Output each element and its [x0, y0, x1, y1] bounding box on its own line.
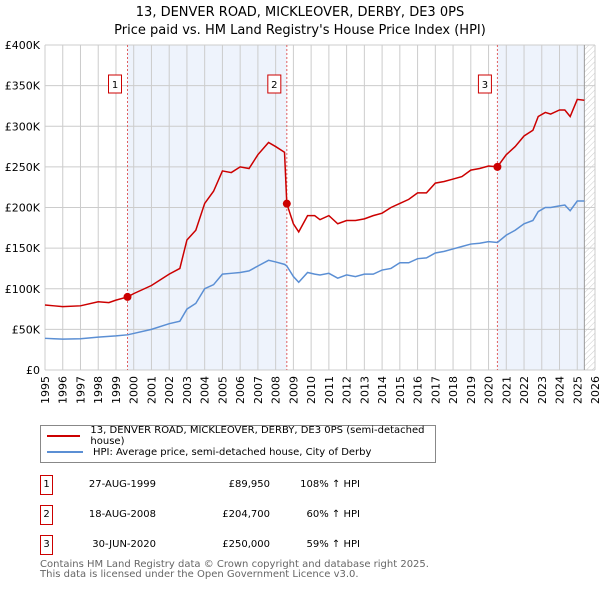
x-tick-label: 2025 — [571, 376, 584, 404]
x-tick-label: 2006 — [234, 376, 247, 404]
sale-number-badge: 1 — [40, 475, 53, 495]
sale-number-badge: 3 — [40, 535, 53, 555]
sale-label-box — [108, 74, 122, 94]
sale-date: 30-JUN-2020 — [92, 539, 156, 550]
x-tick-label: 2023 — [536, 376, 549, 404]
sale-price: £204,700 — [222, 509, 270, 520]
y-tick-label: £100K — [5, 283, 41, 296]
y-tick-label: £0 — [26, 364, 40, 377]
footer-line: Contains HM Land Registry data © Crown c… — [40, 559, 429, 570]
sale-row: 3 30-JUN-2020 £250,000 59% ↑ HPI — [40, 535, 440, 555]
x-tick-label: 2014 — [376, 376, 389, 404]
y-tick-label: £150K — [5, 242, 41, 255]
legend-label: HPI: Average price, semi-detached house,… — [93, 446, 372, 458]
x-tick-label: 2021 — [500, 376, 513, 404]
x-tick-label: 2003 — [181, 376, 194, 404]
x-tick-label: 1996 — [57, 376, 70, 404]
x-tick-label: 2005 — [216, 376, 229, 404]
y-tick-label: £250K — [5, 161, 41, 174]
x-tick-label: 2012 — [341, 376, 354, 404]
x-tick-label: 1995 — [39, 376, 52, 404]
x-tick-label: 2002 — [163, 376, 176, 404]
sale-label-box — [477, 74, 492, 94]
x-tick-label: 2000 — [128, 376, 141, 404]
x-tick-label: 2017 — [429, 376, 442, 404]
x-tick-label: 2010 — [305, 376, 318, 404]
y-tick-label: £300K — [5, 120, 41, 133]
price-chart: 1995 1996 1997 1998 1999 2000 2001 2002 2003 2004… — [5, 39, 600, 404]
legend: 13, DENVER ROAD, MICKLEOVER, DERBY, DE3 … — [40, 425, 436, 463]
x-tick-label: 2018 — [447, 376, 460, 404]
sale-number-badge: 2 — [40, 505, 53, 525]
sale-label: 3 — [482, 80, 488, 91]
x-tick-label: 2004 — [199, 376, 212, 404]
x-tick-label: 1997 — [74, 376, 87, 404]
x-tick-label: 2013 — [358, 376, 371, 404]
x-tick-label: 2001 — [145, 376, 158, 404]
x-tick-label: 1999 — [110, 376, 123, 404]
x-tick-label: 2026 — [589, 376, 600, 404]
sale-price: £250,000 — [222, 539, 270, 550]
sale-point — [282, 199, 291, 208]
sale-hpi-change: 59% ↑ HPI — [306, 539, 360, 550]
sale-label: 2 — [271, 80, 277, 91]
y-tick-label: £200K — [5, 202, 41, 215]
x-tick-label: 2019 — [465, 376, 478, 404]
x-tick-label: 2008 — [270, 376, 283, 404]
chart-title: 13, DENVER ROAD, MICKLEOVER, DERBY, DE3 … — [0, 4, 600, 40]
x-tick-label: 2016 — [412, 376, 425, 404]
red-line-swatch — [47, 435, 81, 437]
x-tick-label: 1998 — [92, 376, 105, 404]
footer-line: This data is licensed under the Open Gov… — [40, 569, 359, 580]
y-tick-label: £400K — [5, 39, 41, 52]
sale-price: £89,950 — [228, 479, 270, 490]
title-line: 13, DENVER ROAD, MICKLEOVER, DERBY, DE3 … — [135, 5, 465, 20]
legend-item-hpi: HPI: Average price, semi-detached house,… — [47, 445, 371, 459]
legend-label: 13, DENVER ROAD, MICKLEOVER, DERBY, DE3 … — [90, 425, 425, 447]
x-tick-label: 2022 — [518, 376, 531, 404]
sale-row: 1 27-AUG-1999 £89,950 108% ↑ HPI — [40, 475, 440, 495]
y-tick-label: £50K — [12, 323, 41, 336]
sale-date: 18-AUG-2008 — [88, 509, 156, 520]
x-tick-label: 2020 — [483, 376, 496, 404]
x-tick-label: 2015 — [394, 376, 407, 404]
subtitle-line: Price paid vs. HM Land Registry's House … — [114, 23, 486, 38]
sale-label-box — [267, 74, 282, 94]
sale-row: 2 18-AUG-2008 £204,700 60% ↑ HPI — [40, 505, 440, 525]
hpi-line — [44, 200, 585, 340]
x-tick-label: 2011 — [323, 376, 336, 404]
sale-hpi-change: 108% ↑ HPI — [300, 479, 360, 490]
x-tick-label: 2009 — [287, 376, 300, 404]
footer: Contains HM Land Registry data © Crown c… — [40, 560, 429, 580]
sale-point — [123, 292, 132, 301]
sale-label: 1 — [112, 80, 118, 91]
price-paid-line — [44, 98, 585, 308]
x-tick-label: 2024 — [554, 376, 567, 404]
sale-hpi-change: 60% ↑ HPI — [306, 509, 360, 520]
blue-line-swatch — [47, 451, 83, 453]
legend-item-property: 13, DENVER ROAD, MICKLEOVER, DERBY, DE3 … — [47, 425, 435, 447]
y-tick-label: £350K — [5, 80, 41, 93]
sale-point — [493, 162, 502, 171]
sale-date: 27-AUG-1999 — [88, 479, 156, 490]
x-tick-label: 2007 — [252, 376, 265, 404]
